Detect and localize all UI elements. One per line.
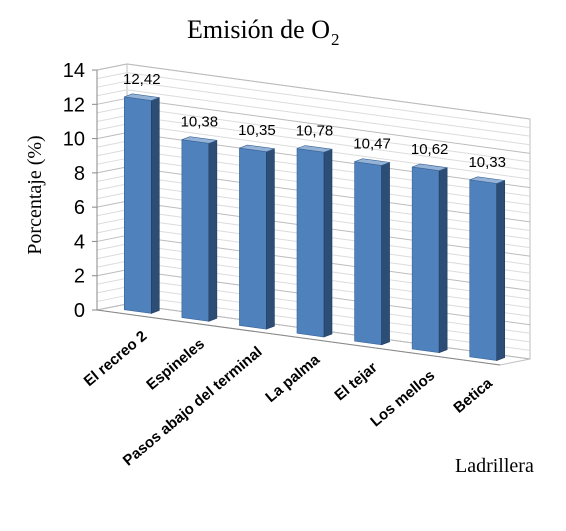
gridline [126, 63, 531, 120]
y-tick-label: 12 [63, 94, 85, 116]
bar-6 [411, 166, 440, 354]
x-tick-label: Pasos abajo del terminal [120, 343, 266, 469]
gridline [126, 114, 531, 171]
y-tick-label: 10 [63, 129, 85, 151]
bar-3 [239, 147, 267, 330]
gridline [96, 192, 128, 200]
y-tick-label: 6 [74, 197, 85, 219]
gridline [96, 63, 128, 71]
x-tick-label: Espineles [143, 335, 208, 393]
gridline [96, 294, 128, 302]
data-label: 10,78 [296, 123, 334, 140]
data-label: 10,62 [411, 141, 449, 158]
chart-title: Emisión de O [187, 15, 330, 44]
bar-7 [469, 179, 498, 361]
gridline [96, 97, 128, 105]
gridline [126, 72, 531, 129]
gridline [96, 140, 128, 148]
bar-top-5 [354, 158, 390, 166]
gridline [126, 89, 531, 146]
bar-top-6 [412, 163, 448, 171]
x-axis-line [96, 309, 501, 366]
gridline [96, 269, 128, 277]
bar-side-5 [381, 161, 390, 346]
bar-1 [123, 96, 152, 314]
gridline [96, 252, 128, 260]
gridline [96, 89, 128, 97]
y-axis-title: Porcentaje (%) [24, 135, 46, 254]
bar-side-1 [150, 97, 160, 314]
x-tick-label: Los mellos [367, 367, 438, 430]
gridline [96, 226, 128, 234]
y-tick-label: 2 [74, 266, 85, 288]
bar-top-4 [296, 145, 333, 153]
plot-area: 0 2 4 6 8 10 12 14 12,42 El recreo 2 10,38 Espinele… [63, 60, 531, 469]
gridline [96, 217, 128, 225]
gridline [96, 243, 128, 251]
gridline [96, 72, 128, 80]
bar-side-4 [323, 148, 333, 338]
bar-side-7 [496, 180, 506, 361]
gridline [96, 132, 128, 140]
gridline [96, 166, 128, 174]
gridline [96, 106, 128, 114]
data-label: 12,42 [123, 71, 161, 88]
x-axis-title: Ladrillera [455, 455, 534, 477]
gridline [126, 97, 531, 154]
bar-side-2 [208, 139, 218, 322]
bar-top-7 [469, 176, 505, 184]
y-tick-label: 4 [74, 231, 85, 253]
bar-top-1 [124, 93, 160, 101]
data-label: 10,35 [238, 122, 276, 139]
x-tick-label: El recreo 2 [81, 328, 151, 390]
chart-title-subscript: 2 [331, 30, 340, 49]
gridline [96, 149, 128, 157]
bar-top-3 [239, 144, 275, 153]
x-tick-label: La palma [262, 351, 323, 406]
gridline [96, 157, 128, 165]
bar-top-2 [181, 136, 217, 144]
gridline [96, 114, 128, 122]
gridline [96, 200, 128, 208]
bar-side-3 [266, 148, 275, 330]
bar-side-6 [438, 167, 448, 354]
y-tick-label: 8 [74, 163, 85, 185]
x-tick-label: Betica [450, 374, 496, 416]
bar-5 [354, 161, 382, 346]
gridline [126, 106, 531, 163]
data-label: 10,47 [353, 136, 391, 153]
gridline [96, 174, 128, 182]
x-tick-label: El tejar [331, 359, 380, 404]
bar-2 [181, 139, 210, 322]
gridline [96, 80, 128, 88]
gridline [96, 234, 128, 242]
gridline [96, 183, 128, 191]
gridline [96, 260, 128, 268]
data-label: 10,33 [468, 154, 506, 171]
gridline [126, 80, 531, 137]
bar-4 [296, 148, 325, 338]
gridline [96, 303, 128, 311]
y-tick-label: 0 [74, 300, 85, 322]
gridline [96, 209, 128, 217]
y-tick-label: 14 [63, 60, 85, 82]
gridline [96, 123, 128, 131]
gridline [96, 277, 128, 285]
gridline [96, 286, 128, 294]
data-label: 10,38 [181, 114, 219, 131]
